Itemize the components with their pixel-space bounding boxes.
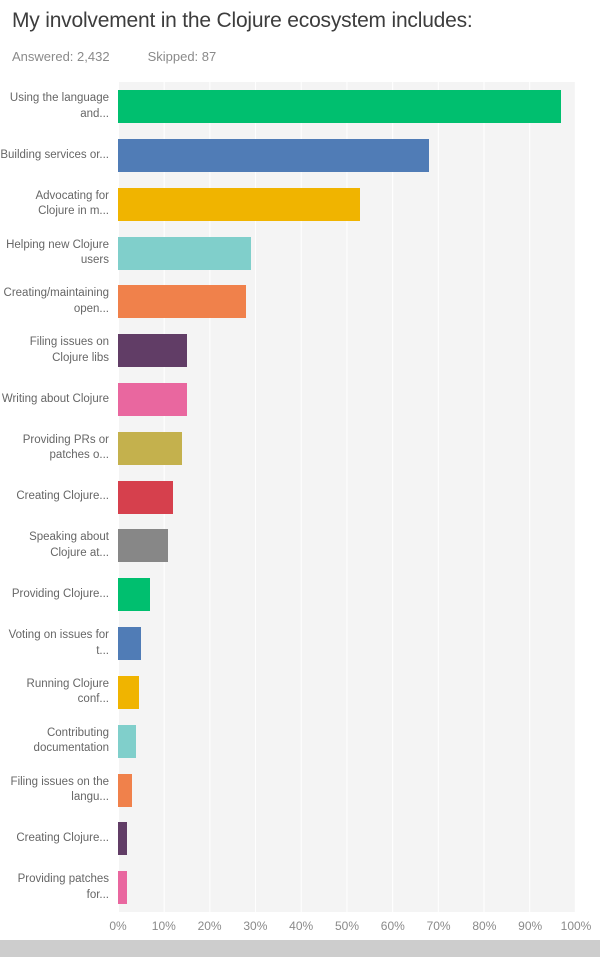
chart-row: Building services or... bbox=[0, 131, 600, 180]
bar[interactable] bbox=[118, 578, 150, 612]
chart-row: Creating Clojure... bbox=[0, 814, 600, 864]
footer-strip bbox=[0, 940, 600, 957]
bar[interactable] bbox=[118, 90, 562, 124]
category-label: Creating Clojure... bbox=[16, 832, 109, 845]
bar-track bbox=[118, 765, 576, 815]
category-label: Running Clojure conf... bbox=[26, 677, 109, 706]
bar[interactable] bbox=[118, 627, 141, 661]
bar[interactable] bbox=[118, 675, 139, 709]
category-label: Providing patches for... bbox=[17, 873, 109, 901]
x-tick-label: 100% bbox=[560, 919, 592, 933]
category-label: Providing PRs or patches o... bbox=[22, 433, 109, 462]
category-label: Providing Clojure... bbox=[11, 588, 109, 601]
chart-row: Filing issues on Clojure libs bbox=[0, 326, 600, 376]
response-stats: Answered: 2,432 Skipped: 87 bbox=[12, 49, 586, 64]
chart-row: Contributing documentation bbox=[0, 716, 600, 766]
bar-track bbox=[118, 82, 576, 132]
x-tick-label: 0% bbox=[109, 919, 127, 933]
x-tick-label: 40% bbox=[289, 919, 314, 933]
bar-track bbox=[118, 668, 576, 717]
x-tick-label: 70% bbox=[426, 919, 451, 933]
bar-track bbox=[118, 716, 576, 766]
chart-row: Advocating for Clojure in m... bbox=[0, 179, 600, 229]
bar-track bbox=[118, 521, 576, 571]
chart-row: Speaking about Clojure at... bbox=[0, 521, 600, 571]
bar[interactable] bbox=[118, 334, 187, 368]
category-label: Creating/maintaining open... bbox=[3, 287, 109, 315]
category-label: Voting on issues for t... bbox=[8, 629, 109, 657]
chart-row: Creating/maintaining open... bbox=[0, 277, 600, 327]
bar[interactable] bbox=[118, 431, 182, 465]
category-label: Contributing documentation bbox=[33, 726, 109, 755]
x-tick-label: 10% bbox=[151, 919, 176, 933]
bar[interactable] bbox=[118, 822, 128, 856]
bar-track bbox=[118, 814, 576, 864]
chart-row: Providing Clojure... bbox=[0, 570, 600, 620]
bar-track bbox=[118, 277, 576, 327]
chart-row: Providing patches for... bbox=[0, 863, 600, 913]
bar-track bbox=[118, 863, 576, 913]
x-tick-label: 50% bbox=[334, 919, 360, 933]
category-label: Building services or... bbox=[0, 148, 109, 161]
x-tick-label: 60% bbox=[380, 919, 405, 933]
chart-row: Creating Clojure... bbox=[0, 472, 600, 522]
category-label: Speaking about Clojure at... bbox=[29, 531, 109, 559]
chart-row: Filing issues on the langu... bbox=[0, 765, 600, 815]
category-label: Creating Clojure... bbox=[16, 490, 109, 503]
x-tick-label: 20% bbox=[197, 919, 222, 933]
bar-track bbox=[118, 326, 576, 376]
bar[interactable] bbox=[118, 773, 132, 807]
bar[interactable] bbox=[118, 383, 187, 417]
bar-track bbox=[118, 179, 576, 229]
bar-track bbox=[118, 472, 576, 522]
chart-row: Writing about Clojure bbox=[0, 375, 600, 424]
chart-header: My involvement in the Clojure ecosystem … bbox=[0, 0, 600, 64]
skipped-count: Skipped: 87 bbox=[147, 49, 217, 65]
bar[interactable] bbox=[118, 138, 429, 172]
x-axis: 0% 10% 20% 30% 40% 50% 60% 70% 80% 90% 100% bbox=[109, 912, 591, 940]
bar[interactable] bbox=[118, 285, 246, 319]
category-label: Helping new Clojure users bbox=[6, 238, 109, 267]
bar-track bbox=[118, 375, 576, 424]
category-label: Filing issues on the langu... bbox=[10, 775, 109, 804]
bar-track bbox=[118, 131, 576, 180]
answered-count: Answered: 2,432 bbox=[12, 49, 110, 65]
bar[interactable] bbox=[118, 529, 169, 563]
bar-track bbox=[118, 423, 576, 473]
bar[interactable] bbox=[118, 187, 361, 221]
category-label: Writing about Clojure bbox=[1, 392, 109, 405]
chart-row: Helping new Clojure users bbox=[0, 228, 600, 278]
category-label: Advocating for Clojure in m... bbox=[35, 189, 109, 218]
chart-row: Running Clojure conf... bbox=[0, 668, 600, 717]
horizontal-bar-chart: Using the language and... Building servic… bbox=[0, 64, 600, 940]
chart-row: Providing PRs or patches o... bbox=[0, 423, 600, 473]
category-label: Using the language and... bbox=[9, 92, 109, 120]
chart-plot-area: Using the language and... Building servic… bbox=[0, 82, 600, 913]
x-tick-label: 90% bbox=[518, 919, 543, 933]
bar-track bbox=[118, 570, 576, 620]
bar[interactable] bbox=[118, 236, 251, 270]
bar[interactable] bbox=[118, 480, 173, 514]
x-tick-label: 30% bbox=[243, 919, 268, 933]
page-title: My involvement in the Clojure ecosystem … bbox=[12, 9, 473, 32]
bar-track bbox=[118, 228, 576, 278]
chart-row: Voting on issues for t... bbox=[0, 619, 600, 668]
bar[interactable] bbox=[118, 871, 128, 905]
bar[interactable] bbox=[118, 724, 137, 758]
category-label: Filing issues on Clojure libs bbox=[29, 336, 109, 364]
chart-row: Using the language and... bbox=[0, 82, 600, 132]
bar-track bbox=[118, 619, 576, 668]
x-tick-label: 80% bbox=[472, 919, 497, 933]
